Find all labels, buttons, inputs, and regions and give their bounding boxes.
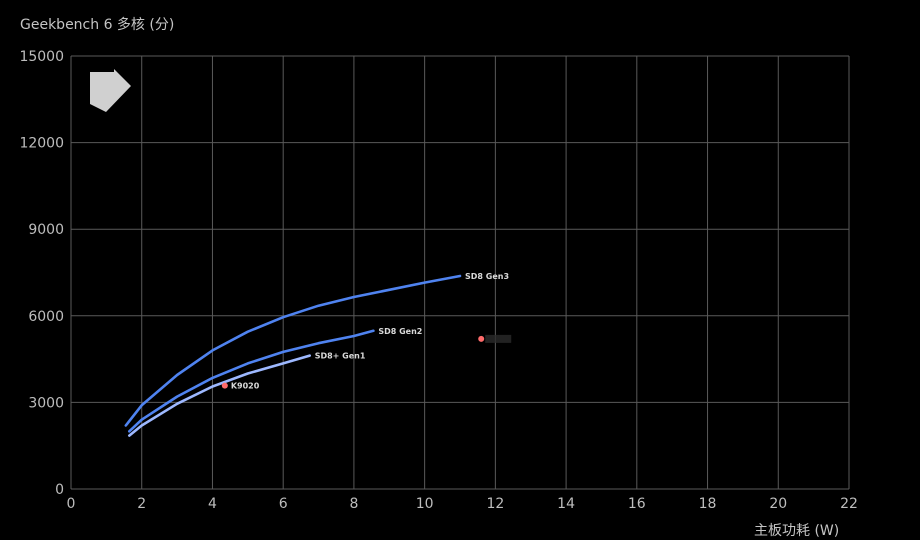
data-point — [221, 382, 228, 389]
redacted-label — [485, 334, 512, 343]
x-tick-label: 16 — [628, 496, 646, 512]
grid — [70, 55, 850, 490]
scatter-points: K9020 — [221, 334, 512, 391]
series-line — [128, 329, 375, 433]
y-tick-label: 3000 — [28, 395, 64, 411]
x-tick-label: 2 — [137, 496, 146, 512]
series-label: SD8 Gen3 — [465, 272, 509, 281]
y-tick-label: 0 — [55, 482, 64, 498]
x-tick-label: 0 — [67, 496, 76, 512]
x-tick-label: 18 — [699, 496, 717, 512]
x-tick-label: 22 — [840, 496, 858, 512]
y-tick-label: 12000 — [19, 136, 64, 152]
x-tick-label: 10 — [416, 496, 434, 512]
y-axis-title: Geekbench 6 多核 (分) — [20, 17, 175, 33]
tick-labels: 0 2 4 6 8 10 12 14 16 18 20 22 0 3000 6000 9000 12000 150… — [19, 49, 857, 512]
x-tick-label: 6 — [279, 496, 288, 512]
arrow-logo-icon — [90, 69, 131, 112]
x-tick-label: 4 — [208, 496, 217, 512]
series-lines: SD8 Gen3 SD8 Gen2 SD8+ Gen1 — [124, 272, 509, 437]
x-tick-label: 8 — [349, 496, 358, 512]
data-point — [478, 335, 485, 342]
series-label: SD8 Gen2 — [378, 327, 422, 336]
y-tick-label: 9000 — [28, 222, 64, 238]
series-label: SD8+ Gen1 — [315, 352, 366, 361]
x-tick-label: 20 — [769, 496, 787, 512]
series-line — [128, 354, 311, 437]
y-tick-label: 6000 — [28, 309, 64, 325]
series-line — [124, 274, 462, 427]
x-axis-title: 主板功耗 (W) — [754, 523, 840, 539]
x-tick-label: 14 — [557, 496, 575, 512]
point-label: K9020 — [231, 382, 260, 391]
x-tick-label: 12 — [486, 496, 504, 512]
y-tick-label: 15000 — [19, 49, 64, 65]
